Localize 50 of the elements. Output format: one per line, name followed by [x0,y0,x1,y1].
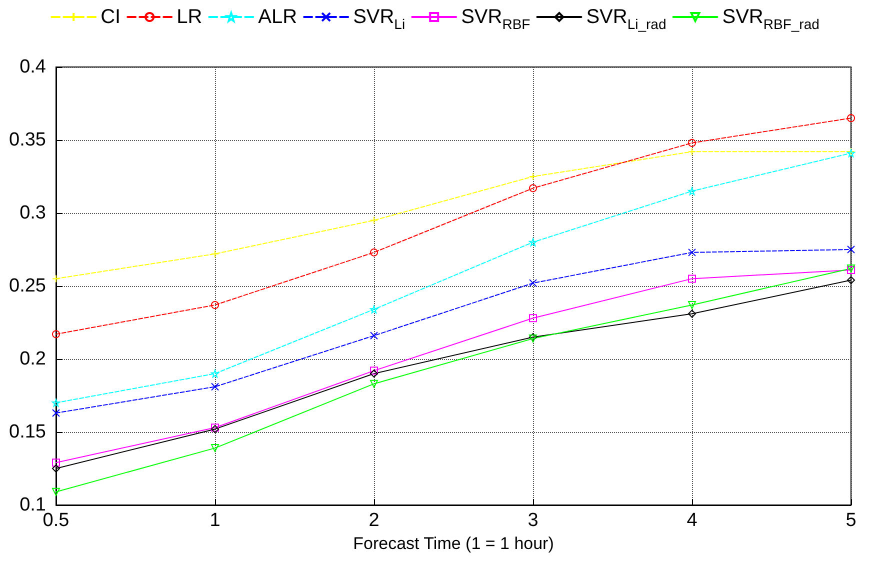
point [211,370,219,378]
point [529,238,537,246]
x-tick-label: 4 [686,510,698,531]
point [847,114,855,122]
legend-label: LR [176,6,202,28]
x-tick-label: 2 [368,510,380,531]
x-tick-label: 0.5 [42,510,70,531]
point [688,310,696,318]
x-axis-title: Forecast Time (1 = 1 hour) [353,534,554,553]
point [529,172,537,180]
point [52,464,60,472]
x-tick-label: 1 [210,510,220,531]
y-tick-label: 0.15 [9,422,46,442]
point [52,488,60,496]
point [688,248,696,256]
point [529,314,537,322]
point [529,184,537,192]
point [370,366,378,375]
point [529,279,537,288]
y-tick-label: 0.35 [9,130,46,150]
point [688,138,696,147]
point [211,444,219,452]
point [370,305,378,314]
point [52,330,60,338]
point [688,148,696,156]
y-tick-label: 0.25 [9,276,46,296]
y-tick-label: 0.4 [20,56,46,78]
legend-label: ALR [258,6,298,28]
point [370,332,378,340]
point [688,187,696,196]
point [847,276,855,284]
legend-label: CI [100,6,121,28]
point [370,380,378,388]
point [52,458,60,467]
point [370,248,378,256]
y-tick-label: 0.3 [20,202,46,224]
point [370,216,378,224]
point [370,370,378,378]
point [211,382,219,391]
point [688,300,696,309]
point [847,246,855,254]
point [211,300,219,309]
point [688,274,696,283]
point [211,250,219,258]
x-tick-label: 5 [846,510,856,531]
point [52,274,60,283]
point [52,409,60,418]
y-tick-label: 0.2 [20,348,46,370]
point [52,398,60,407]
x-tick-label: 3 [528,510,538,531]
